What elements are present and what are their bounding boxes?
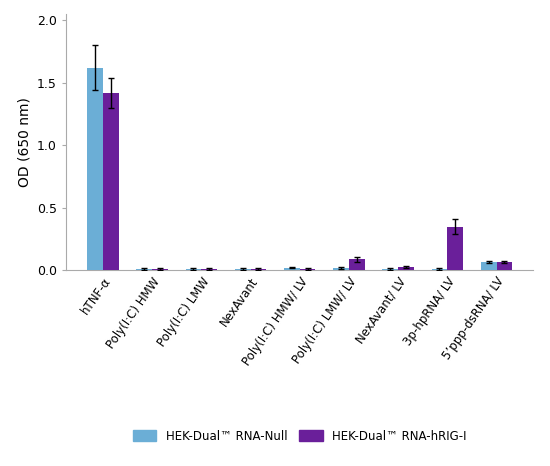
Bar [103, 93, 119, 270]
Bar [481, 262, 497, 270]
Bar [152, 269, 168, 270]
Bar [349, 259, 365, 270]
Bar [284, 268, 300, 270]
Bar [382, 269, 398, 270]
Bar [186, 269, 201, 270]
Bar [136, 269, 152, 270]
Legend: HEK-Dual™ RNA-Null, HEK-Dual™ RNA-hRIG-I: HEK-Dual™ RNA-Null, HEK-Dual™ RNA-hRIG-I [128, 425, 471, 447]
Bar [333, 268, 349, 270]
Bar [235, 269, 251, 270]
Bar [497, 262, 512, 270]
Bar [447, 226, 463, 270]
Bar [432, 269, 447, 270]
Bar [201, 269, 217, 270]
Bar [300, 269, 316, 270]
Bar [251, 269, 266, 270]
Bar [398, 267, 414, 270]
Y-axis label: OD (650 nm): OD (650 nm) [18, 97, 31, 187]
Bar [87, 68, 103, 270]
